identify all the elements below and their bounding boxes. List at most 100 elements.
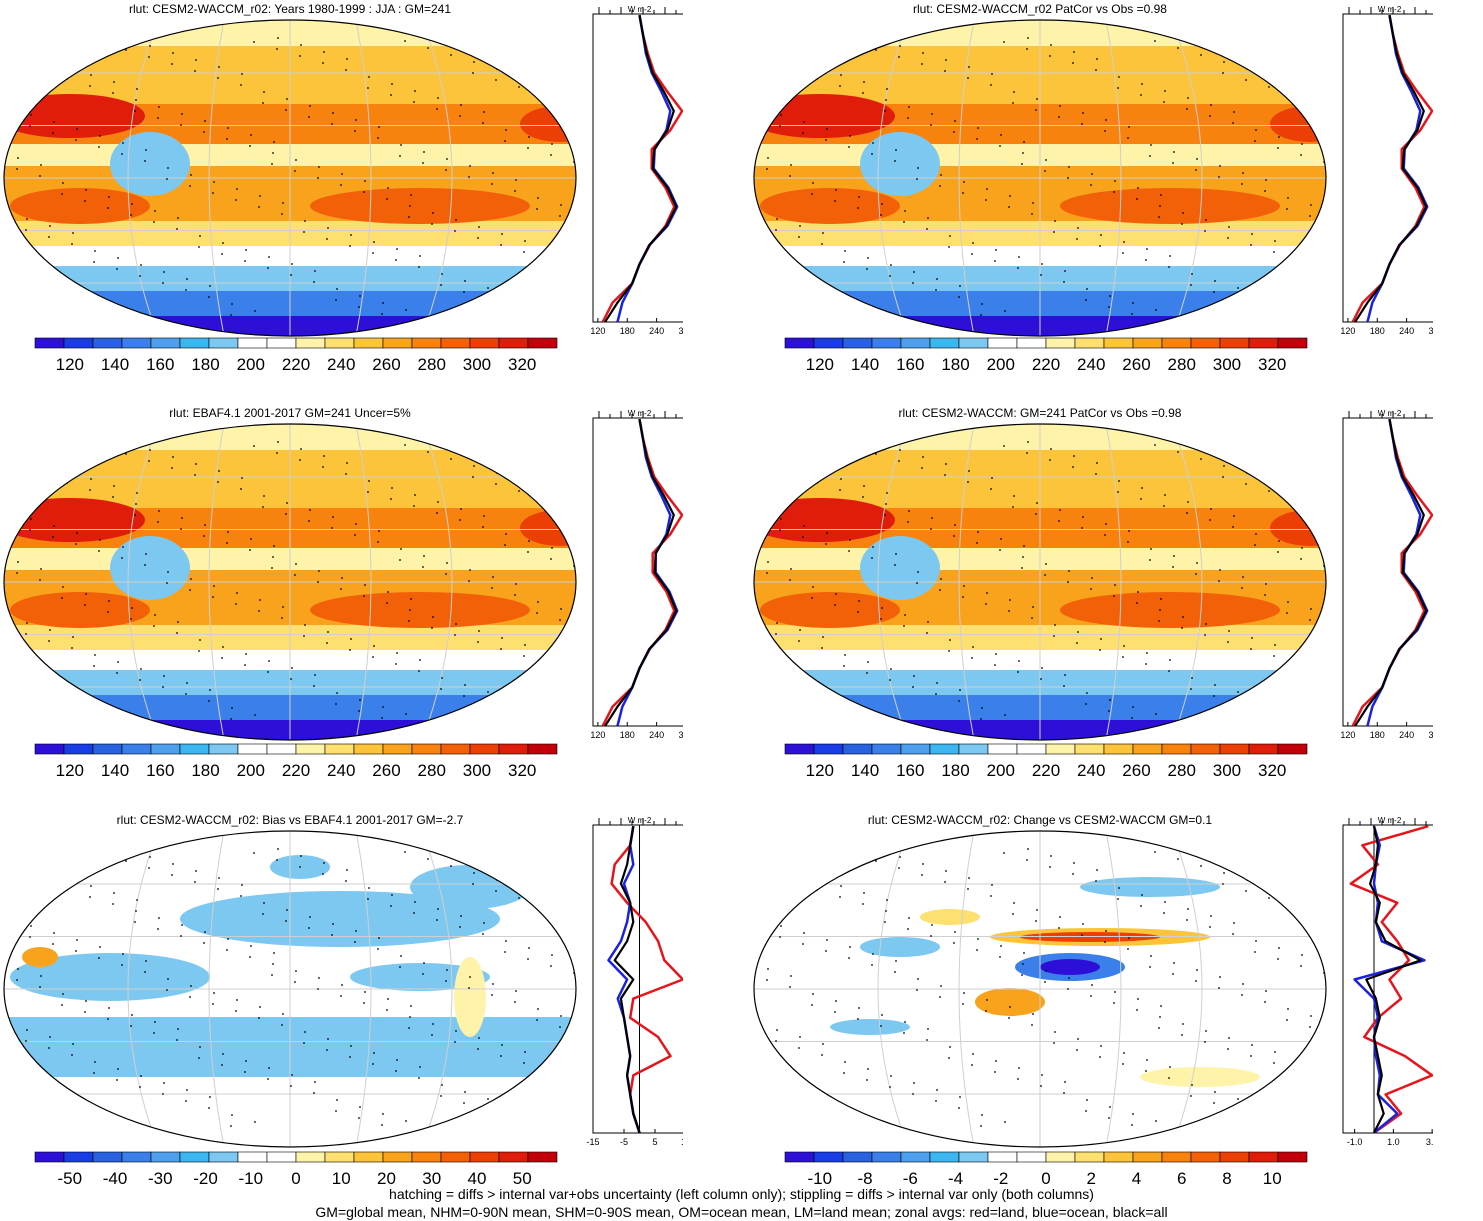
stipple-dot — [218, 877, 220, 879]
stipple-dot — [1222, 476, 1224, 478]
colorbar-label: 160 — [896, 761, 924, 780]
stipple-dot — [835, 593, 837, 595]
zonal-mean-plot: W m-260N30N030S60S120180240300 — [590, 409, 683, 740]
stipple-dot — [831, 1104, 833, 1106]
stipple-dot — [784, 1101, 786, 1103]
stipple-dot — [1310, 204, 1312, 206]
colorbar-label: 140 — [851, 761, 879, 780]
footer-note-2: GM=global mean, NHM=0-90N mean, SHM=0-90… — [315, 1204, 1168, 1220]
stipple-dot — [968, 877, 970, 879]
colorbar-swatch — [1161, 743, 1192, 755]
stipple-dot — [189, 589, 191, 591]
stipple-dot — [1259, 709, 1261, 711]
stipple-dot — [125, 860, 127, 862]
colorbar-label: 10 — [332, 1169, 351, 1188]
stipple-dot — [785, 683, 787, 685]
stipple-dot — [177, 621, 179, 623]
stipple-dot — [103, 311, 105, 313]
stipple-dot — [1260, 698, 1262, 700]
stipple-dot — [221, 657, 223, 659]
stipple-dot — [835, 1000, 837, 1002]
x-tick-label: 300 — [678, 326, 683, 336]
stipple-dot — [58, 690, 60, 692]
stipple-dot — [486, 1109, 488, 1111]
stipple-dot — [1213, 1102, 1215, 1104]
stipple-dot — [895, 960, 897, 962]
stipple-dot — [16, 168, 18, 170]
stipple-dot — [555, 443, 557, 445]
stipple-dot — [1250, 1055, 1252, 1057]
map-field — [4, 20, 576, 336]
stipple-dot — [241, 73, 243, 75]
stipple-dot — [1053, 231, 1055, 233]
stipple-dot — [1114, 991, 1116, 993]
colorbar-swatch — [150, 743, 181, 755]
stipple-dot — [1278, 540, 1280, 542]
map-blob — [1140, 1067, 1260, 1087]
stipple-dot — [1049, 459, 1051, 461]
stipple-dot — [104, 704, 106, 706]
stipple-dot — [1128, 530, 1130, 532]
stipple-dot — [784, 290, 786, 292]
map-blob — [1080, 877, 1220, 897]
stipple-dot — [90, 885, 92, 887]
stipple-dot — [1300, 154, 1302, 156]
stipple-dot — [372, 252, 374, 254]
stipple-dot — [21, 864, 23, 866]
stipple-dot — [551, 954, 553, 956]
stipple-dot — [977, 127, 979, 129]
stipple-dot — [1044, 574, 1046, 576]
stipple-dot — [459, 115, 461, 117]
stipple-dot — [326, 642, 328, 644]
stipple-dot — [1150, 144, 1152, 146]
stipple-dot — [939, 996, 941, 998]
stipple-dot — [1127, 541, 1129, 543]
stipple-dot — [913, 1082, 915, 1084]
stipple-dot — [1122, 1063, 1124, 1065]
stipple-dot — [29, 529, 31, 531]
colorbar-swatch — [958, 337, 989, 349]
colorbar-label: 320 — [508, 761, 536, 780]
zonal-mean-plot: W m-260N30N030S60S120180240300 — [1340, 5, 1433, 336]
stipple-dot — [1273, 655, 1275, 657]
stipple-dot — [1327, 57, 1329, 59]
stipple-dot — [446, 158, 448, 160]
stipple-dot — [21, 53, 23, 55]
stipple-dot — [504, 140, 506, 142]
stipple-dot — [359, 1106, 361, 1108]
stipple-dot — [441, 677, 443, 679]
colorbar-swatch — [92, 337, 123, 349]
stipple-dot — [881, 607, 883, 609]
stipple-dot — [1195, 980, 1197, 982]
stipple-dot — [450, 54, 452, 56]
stipple-dot — [163, 271, 165, 273]
colorbar-swatch — [987, 337, 1018, 349]
stipple-dot — [16, 979, 18, 981]
stipple-dot — [446, 969, 448, 971]
stipple-dot — [432, 1023, 434, 1025]
stipple-dot — [172, 456, 174, 458]
stipple-dot — [455, 219, 457, 221]
colorbar-swatch — [1016, 337, 1047, 349]
panel-title: rlut: CESM2-WACCM: GM=241 PatCor vs Obs … — [898, 406, 1182, 420]
colorbar-swatch — [63, 743, 94, 755]
stipple-dot — [282, 1013, 284, 1015]
colorbar: 120 140 160 180 200 220 240 260 280 300 320 — [34, 337, 558, 374]
stipple-dot — [577, 868, 579, 870]
stipple-dot — [391, 487, 393, 489]
colorbar-swatch — [929, 743, 960, 755]
stipple-dot — [80, 304, 82, 306]
stipple-dot — [560, 204, 562, 206]
stipple-dot — [895, 553, 897, 555]
stipple-dot — [1054, 624, 1056, 626]
x-tick-label: 240 — [649, 730, 664, 740]
stipple-dot — [1127, 948, 1129, 950]
stipple-dot — [1073, 51, 1075, 53]
stipple-dot — [767, 561, 769, 563]
stipple-dot — [1009, 599, 1011, 601]
stipple-dot — [1286, 612, 1288, 614]
stipple-dot — [1209, 519, 1211, 521]
stipple-dot — [44, 60, 46, 62]
stipple-dot — [409, 1016, 411, 1018]
stipple-dot — [285, 109, 287, 111]
